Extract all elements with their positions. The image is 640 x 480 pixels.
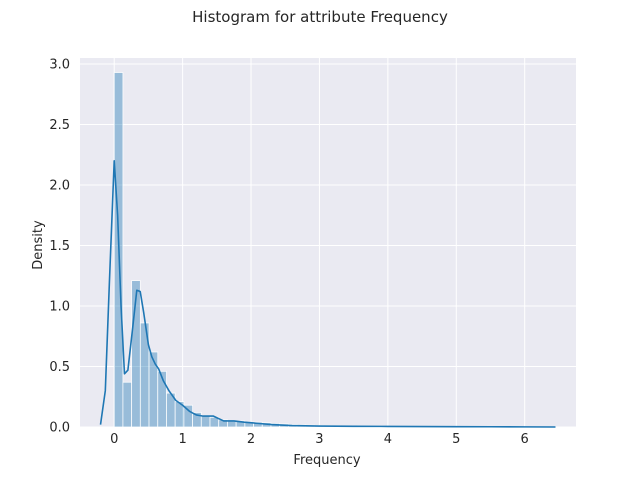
x-tick-label: 4 xyxy=(384,432,392,447)
y-tick-label: 1.5 xyxy=(49,239,70,254)
histogram-bar xyxy=(148,351,159,428)
histogram-bar xyxy=(200,415,211,428)
y-tick-label: 0.5 xyxy=(49,360,70,375)
x-tick-label: 1 xyxy=(178,432,186,447)
y-tick-label: 2.0 xyxy=(49,179,70,194)
histogram-bar xyxy=(122,381,133,428)
x-tick-labels: 0 1 2 3 4 5 6 xyxy=(110,432,529,447)
x-axis-label: Frequency xyxy=(293,453,360,468)
x-tick-label: 5 xyxy=(452,432,460,447)
y-tick-label: 3.0 xyxy=(49,58,70,73)
plot-background xyxy=(80,58,576,427)
x-tick-label: 0 xyxy=(110,432,118,447)
x-tick-label: 3 xyxy=(315,432,323,447)
y-axis-label: Density xyxy=(31,220,46,270)
kde-curve xyxy=(99,160,556,428)
x-tick-label: 2 xyxy=(247,432,255,447)
kde-line xyxy=(99,160,556,428)
chart-title: Histogram for attribute Frequency xyxy=(192,8,448,26)
y-tick-labels: 0.0 0.5 1.0 1.5 2.0 2.5 3.0 xyxy=(49,58,70,436)
y-tick-label: 0.0 xyxy=(49,421,70,436)
y-tick-label: 2.5 xyxy=(49,118,70,133)
y-tick-label: 1.0 xyxy=(49,300,70,315)
x-tick-label: 6 xyxy=(521,432,529,447)
